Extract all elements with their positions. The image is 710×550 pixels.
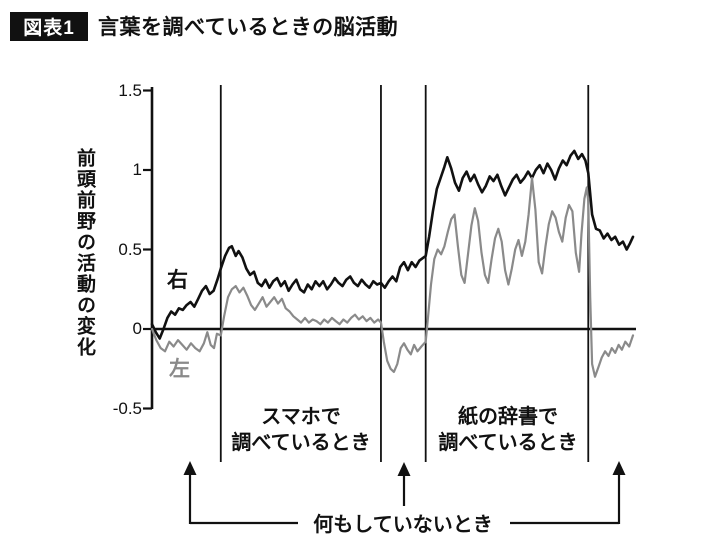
figure-header: 図表1 言葉を調べているときの脳活動 (10, 11, 398, 41)
series-curve-right (150, 149, 635, 340)
y-axis-tick-marks (143, 89, 152, 410)
series-label-right: 右 (167, 269, 188, 292)
region-label-paper-dictionary-line2: 調べているとき (438, 432, 578, 454)
region-label-paper-dictionary: 紙の辞書で 調べているとき (408, 404, 608, 456)
rest-label: 何もしていないとき (313, 514, 493, 536)
y-tick-label: 1 (132, 160, 142, 179)
y-tick-label: 1.5 (118, 80, 142, 100)
y-axis-title: 前頭前野の活動の変化 (74, 148, 95, 358)
region-boundary-lines (219, 85, 590, 462)
y-tick-label: -0.5 (112, 398, 142, 418)
series-curve-left (150, 176, 635, 378)
y-tick-label: 0 (132, 319, 142, 338)
region-label-smartphone: スマホで 調べているとき (201, 404, 401, 456)
right-arrow-head-icon (612, 461, 626, 475)
figure-title: 言葉を調べているときの脳活動 (98, 16, 399, 39)
left-arrow-head-icon (183, 461, 197, 475)
region-label-smartphone-line1: スマホで (261, 406, 341, 428)
series-curves (150, 149, 635, 378)
region-label-smartphone-line2: 調べているとき (231, 432, 371, 454)
middle-arrow-head-icon (397, 462, 411, 476)
figure-badge: 図表1 (10, 11, 88, 41)
region-label-paper-dictionary-line1: 紙の辞書で (458, 406, 558, 428)
series-label-left: 左 (169, 358, 190, 381)
y-tick-label: 0.5 (118, 239, 142, 259)
